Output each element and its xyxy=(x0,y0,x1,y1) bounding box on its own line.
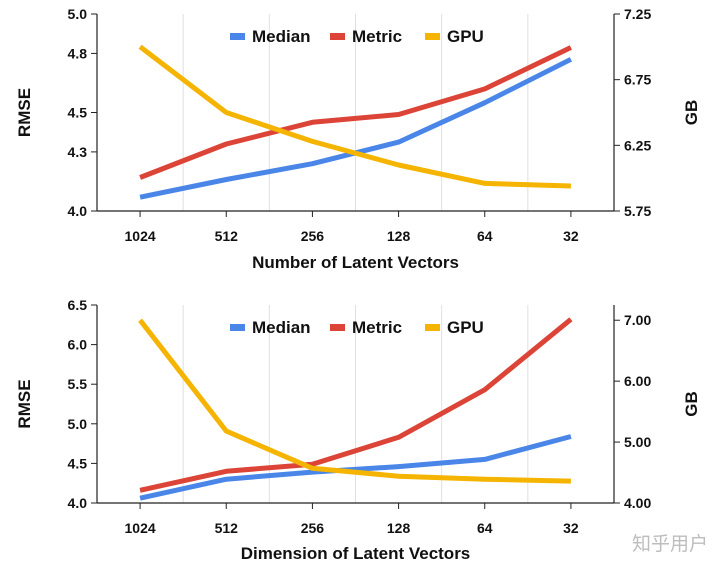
right-y-axis-title: GB xyxy=(682,391,701,417)
data-point-metric xyxy=(568,44,574,50)
data-point-gpu xyxy=(568,478,574,484)
x-tick-label: 1024 xyxy=(125,228,156,244)
left-y-tick-label: 4.5 xyxy=(68,455,88,471)
right-y-tick-label: 7.00 xyxy=(624,312,651,328)
right-y-tick-label: 5.00 xyxy=(624,434,651,450)
data-point-median xyxy=(223,476,229,482)
x-axis-title: Number of Latent Vectors xyxy=(252,253,459,272)
data-point-median xyxy=(482,456,488,462)
data-point-median xyxy=(137,194,143,200)
x-tick-label: 1024 xyxy=(125,520,156,536)
legend-swatch-metric xyxy=(330,324,345,331)
left-y-tick-label: 6.5 xyxy=(68,297,88,313)
right-y-tick-label: 6.25 xyxy=(624,137,651,153)
legend-label-gpu: GPU xyxy=(447,318,484,337)
left-y-tick-label: 5.0 xyxy=(68,6,88,22)
series-line-metric xyxy=(139,45,572,180)
right-y-tick-label: 5.75 xyxy=(624,203,651,219)
legend-swatch-metric xyxy=(330,33,345,40)
x-tick-label: 256 xyxy=(301,520,325,536)
data-point-metric xyxy=(137,175,143,181)
x-tick-label: 512 xyxy=(215,228,239,244)
x-tick-label: 64 xyxy=(477,228,493,244)
legend-swatch-gpu xyxy=(425,324,440,331)
legend-label-metric: Metric xyxy=(352,27,402,46)
left-y-tick-label: 5.5 xyxy=(68,376,88,392)
left-y-tick-label: 4.3 xyxy=(68,144,88,160)
data-point-median xyxy=(396,139,402,145)
left-y-tick-label: 4.0 xyxy=(68,495,88,511)
right-y-tick-label: 7.25 xyxy=(624,6,651,22)
data-point-gpu xyxy=(309,138,315,144)
series-line-metric xyxy=(139,317,573,493)
data-point-metric xyxy=(396,111,402,117)
data-point-metric xyxy=(568,316,574,322)
data-point-metric xyxy=(396,434,402,440)
data-point-median xyxy=(568,433,574,439)
data-point-gpu xyxy=(309,465,315,471)
series-line-gpu xyxy=(138,318,571,484)
series-line-gpu xyxy=(138,44,571,189)
legend-label-gpu: GPU xyxy=(447,27,484,46)
left-y-tick-label: 6.0 xyxy=(68,337,88,353)
data-point-metric xyxy=(482,387,488,393)
legend-label-median: Median xyxy=(252,318,311,337)
data-point-metric xyxy=(309,119,315,125)
data-point-metric xyxy=(223,468,229,474)
legend-swatch-median xyxy=(230,324,245,331)
legend-swatch-median xyxy=(230,33,245,40)
legend-swatch-gpu xyxy=(425,33,440,40)
right-y-axis-title: GB xyxy=(682,100,701,126)
data-point-median xyxy=(223,176,229,182)
right-y-tick-label: 4.00 xyxy=(624,495,651,511)
left-y-axis-title: RMSE xyxy=(15,379,34,428)
x-tick-label: 256 xyxy=(301,228,325,244)
data-point-gpu xyxy=(482,476,488,482)
x-tick-label: 512 xyxy=(215,520,239,536)
data-point-gpu xyxy=(568,183,574,189)
legend-label-median: Median xyxy=(252,27,311,46)
data-point-gpu xyxy=(223,110,229,116)
right-y-tick-label: 6.00 xyxy=(624,373,651,389)
chart-2: 4.0 4.5 5.0 5.5 6.0 6.5 4.00 5.00 6.00 7.00 1024 51… xyxy=(15,297,701,563)
data-point-median xyxy=(396,464,402,470)
data-point-metric xyxy=(137,487,143,493)
data-point-median xyxy=(309,161,315,167)
right-y-tick-label: 6.75 xyxy=(624,72,651,88)
data-point-metric xyxy=(482,86,488,92)
chart-1: 4.0 4.3 4.5 4.8 5.0 5.75 6.25 6.75 7.25 1024 512 25… xyxy=(15,6,701,272)
x-axis-title: Dimension of Latent Vectors xyxy=(241,544,471,563)
x-tick-label: 32 xyxy=(563,520,579,536)
legend-label-metric: Metric xyxy=(352,318,402,337)
x-tick-label: 128 xyxy=(387,228,411,244)
data-point-median xyxy=(137,495,143,501)
series-line-median xyxy=(139,434,572,501)
left-y-tick-label: 4.8 xyxy=(68,45,88,61)
x-tick-label: 64 xyxy=(477,520,493,536)
left-y-axis-title: RMSE xyxy=(15,88,34,137)
left-y-tick-label: 4.0 xyxy=(68,203,88,219)
data-point-gpu xyxy=(396,162,402,168)
x-tick-label: 128 xyxy=(387,520,411,536)
data-point-gpu xyxy=(137,317,143,323)
data-point-median xyxy=(568,56,574,62)
x-tick-label: 32 xyxy=(563,228,579,244)
data-point-gpu xyxy=(137,44,143,50)
left-y-tick-label: 5.0 xyxy=(68,416,88,432)
watermark-text: 知乎用户 xyxy=(631,533,708,555)
data-point-gpu xyxy=(396,473,402,479)
data-point-median xyxy=(482,100,488,106)
left-y-tick-label: 4.5 xyxy=(68,105,88,121)
data-point-gpu xyxy=(482,180,488,186)
data-point-metric xyxy=(223,141,229,147)
data-point-gpu xyxy=(223,428,229,434)
